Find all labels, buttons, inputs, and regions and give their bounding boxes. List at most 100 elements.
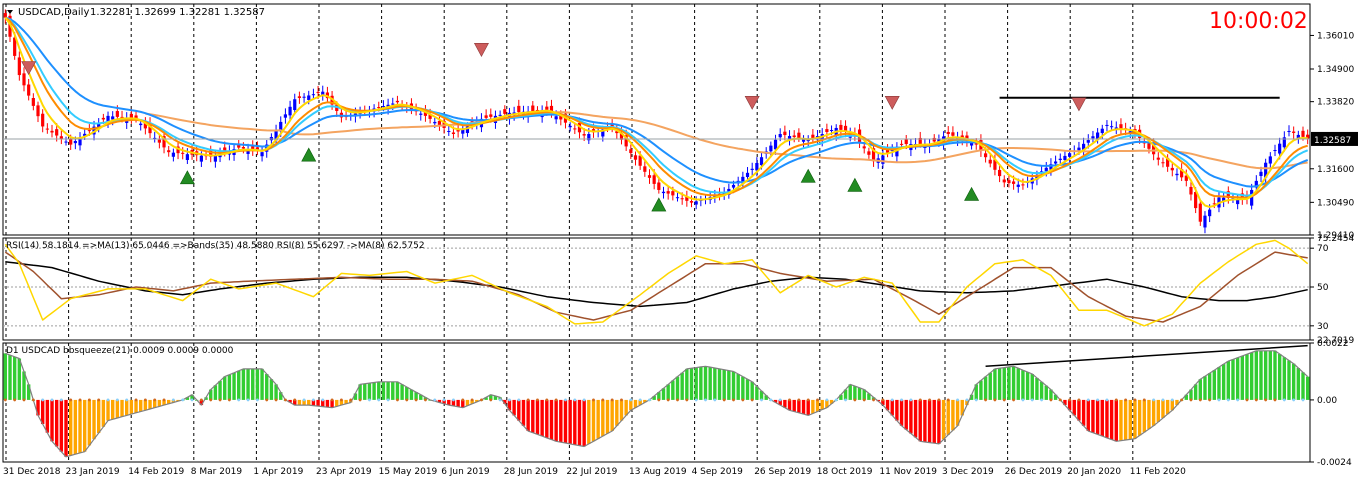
- histogram-bar-negative: [45, 399, 50, 433]
- squeeze-dot: [1301, 398, 1305, 402]
- squeeze-dot: [573, 398, 577, 402]
- ma-blue-line: [4, 16, 1309, 188]
- sell-signal-arrow: [21, 61, 37, 76]
- histogram-bar-positive: [736, 374, 740, 400]
- squeeze-dot: [3, 398, 7, 402]
- bear-candle: [27, 84, 31, 96]
- bear-candle: [988, 159, 992, 164]
- histogram-bar-positive: [409, 389, 414, 400]
- histogram-bar-negative: [577, 399, 582, 446]
- bear-candle: [148, 123, 152, 134]
- bull-candle: [274, 129, 278, 141]
- squeeze-dot: [1236, 398, 1240, 402]
- squeeze-dot: [321, 398, 325, 402]
- histogram-bar-negative: [531, 399, 535, 433]
- squeeze-dot: [424, 398, 427, 402]
- histogram-bar-positive: [750, 381, 754, 400]
- bear-candle: [17, 57, 21, 76]
- bull-candle: [554, 116, 558, 120]
- bear-candle: [573, 128, 577, 130]
- squeeze-dot: [956, 398, 959, 402]
- histogram-bar-positive: [717, 368, 722, 400]
- bear-candle: [209, 150, 213, 157]
- histogram-bar-positive: [848, 384, 852, 400]
- ma-orange-line: [4, 16, 1309, 199]
- squeeze-dot: [834, 398, 838, 402]
- histogram-bar-positive: [17, 358, 22, 400]
- histogram-bar-negative: [325, 399, 330, 408]
- histogram-bar-positive: [745, 379, 750, 400]
- histogram-bar-positive: [1044, 385, 1048, 400]
- histogram-bar-positive: [1207, 373, 1212, 400]
- x-tick-label: 8 Mar 2019: [191, 467, 243, 477]
- bull-candle: [694, 201, 698, 205]
- histogram-bar-positive: [1268, 350, 1273, 400]
- bear-candle: [3, 13, 7, 18]
- histogram-bar-positive: [241, 368, 246, 400]
- bull-candle: [675, 197, 680, 199]
- histogram-bar-positive: [218, 380, 222, 400]
- histogram-bar-negative: [167, 399, 171, 404]
- histogram-bar-positive: [1273, 350, 1277, 400]
- bull-candle: [969, 142, 974, 146]
- bear-candle: [918, 137, 922, 144]
- x-tick-label: 31 Dec 2018: [3, 467, 61, 477]
- clock-readout: 10:00:02: [1209, 9, 1308, 34]
- histogram-bar-negative: [801, 399, 806, 415]
- bull-candle: [1114, 127, 1118, 129]
- bull-candle: [213, 155, 217, 162]
- bull-candle: [461, 128, 465, 134]
- histogram-bar-positive: [857, 387, 862, 400]
- bear-candle: [1212, 203, 1216, 205]
- bear-candle: [50, 130, 54, 133]
- current-price-label: 1.32587: [1314, 136, 1351, 146]
- bear-candle: [610, 124, 614, 127]
- histogram-bar-positive: [1231, 359, 1235, 400]
- bear-candle: [237, 143, 241, 148]
- histogram-bar-positive: [993, 368, 997, 400]
- histogram-bar-negative: [904, 399, 908, 430]
- histogram-bar-negative: [941, 399, 946, 440]
- histogram-bar-negative: [1142, 399, 1146, 433]
- bear-candle: [797, 132, 801, 139]
- histogram-bar-negative: [545, 399, 549, 438]
- squeeze-dot: [246, 398, 250, 402]
- squeeze-dot: [498, 398, 502, 402]
- histogram-bar-positive: [997, 368, 1002, 400]
- histogram-bar-negative: [792, 399, 796, 412]
- histogram-bar-positive: [759, 390, 764, 400]
- histogram-bar-negative: [554, 399, 558, 442]
- histogram-bar-negative: [815, 399, 820, 412]
- squeeze-dot: [1021, 398, 1025, 402]
- histogram-bar-negative: [1123, 399, 1128, 441]
- bear-candle: [115, 111, 119, 117]
- rsi-tick-label: 75.2454: [1317, 234, 1354, 244]
- histogram-bar-negative: [1095, 399, 1100, 435]
- bull-candle: [1259, 171, 1263, 177]
- histogram-bar-positive: [661, 388, 666, 400]
- bear-candle: [1194, 191, 1198, 209]
- histogram-bar-negative: [1175, 399, 1179, 406]
- histogram-bar-negative: [1072, 399, 1076, 416]
- histogram-bar-negative: [521, 399, 526, 426]
- ma-cyan-line: [4, 16, 1309, 197]
- bull-candle: [1296, 134, 1300, 139]
- histogram-bar-negative: [470, 399, 474, 404]
- bull-candle: [1068, 153, 1072, 157]
- bear-candle: [101, 117, 105, 120]
- histogram-bar-positive: [372, 382, 376, 400]
- bull-candle: [745, 172, 750, 178]
- histogram-bar-negative: [955, 399, 960, 426]
- histogram-bar-negative: [540, 399, 544, 437]
- squeeze-dot: [797, 398, 801, 402]
- histogram-bar-negative: [923, 399, 927, 442]
- squeeze-dot: [227, 398, 231, 402]
- histogram-bar-negative: [582, 399, 586, 447]
- squeeze-dot: [937, 398, 941, 402]
- bear-candle: [643, 166, 647, 172]
- squeeze-dots: [3, 398, 1305, 402]
- squeeze-dot: [209, 398, 213, 402]
- histogram-bar-negative: [475, 399, 479, 402]
- histogram-bar-negative: [148, 399, 152, 409]
